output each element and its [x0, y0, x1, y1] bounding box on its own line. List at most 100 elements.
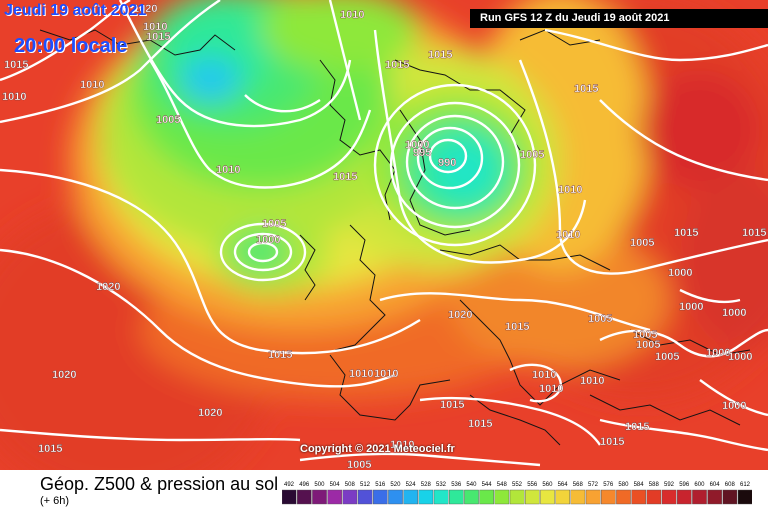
isobar-label: 1015 — [146, 31, 170, 43]
scale-tick-label: 532 — [436, 482, 447, 488]
isobar-label: 1000 — [256, 234, 280, 246]
isobar-label: 1015 — [4, 59, 28, 71]
isobar-label: 1010 — [216, 164, 240, 176]
forecast-local-time: 20:00 locale — [14, 35, 128, 57]
isobar-label: 1020 — [448, 309, 472, 321]
isobar-label: 1010 — [349, 368, 373, 380]
scale-tick-label: 552 — [512, 482, 523, 488]
scale-tick-label: 580 — [618, 482, 629, 488]
scale-tick-label: 556 — [527, 482, 538, 488]
isobar-label: 1005 — [262, 218, 286, 230]
isobar-label: 1015 — [268, 349, 292, 361]
isobar-label: 1015 — [674, 227, 698, 239]
forecast-step: (+ 6h) — [40, 495, 70, 507]
isobar-label: 995 — [413, 147, 431, 159]
coastlines — [39, 29, 751, 446]
weather-map: 1010 1020 1015 1015 1015 1010 1010 1010 … — [0, 0, 768, 470]
scale-tick-label: 504 — [330, 482, 341, 488]
scale-tick-label: 572 — [588, 482, 599, 488]
copyright-notice: Copyright © 2021 Meteociel.fr — [300, 443, 455, 455]
scale-tick-label: 500 — [314, 482, 325, 488]
scale-tick-label: 524 — [406, 482, 417, 488]
scale-tick-label: 496 — [299, 482, 310, 488]
scale-swatch — [601, 489, 616, 505]
isobar-label: 1005 — [655, 351, 679, 363]
scale-tick-label: 492 — [284, 482, 295, 488]
isobar-label: 1005 — [347, 459, 371, 470]
scale-tick-label: 600 — [694, 482, 705, 488]
isobar-label: 1015 — [38, 443, 62, 455]
scale-tick-label: 564 — [558, 482, 569, 488]
color-scale-labels: 492 496 500 504 508 512 516 520 524 528 532 536 540 5… — [284, 482, 751, 488]
scale-swatch — [388, 489, 403, 505]
scale-tick-label: 540 — [466, 482, 477, 488]
map-title: Géop. Z500 & pression au sol — [40, 474, 279, 494]
isobar-label: 1000 — [706, 347, 730, 359]
isobar-label: 1010 — [539, 383, 563, 395]
scale-swatch — [372, 489, 388, 505]
scale-tick-label: 608 — [725, 482, 736, 488]
isobar-label: 990 — [438, 157, 456, 169]
isobar-label: 1010 — [390, 439, 414, 451]
scale-tick-label: 544 — [482, 482, 493, 488]
scale-tick-label: 548 — [497, 482, 508, 488]
isobar-label: 1015 — [742, 227, 766, 239]
isobar-label: 1015 — [600, 436, 624, 448]
scale-swatch — [692, 489, 707, 505]
scale-swatch — [631, 489, 647, 505]
isobar-label: 1010 — [556, 229, 580, 241]
scale-swatch — [524, 489, 540, 505]
isobar-label: 1020 — [52, 369, 76, 381]
isobar-label: 1000 — [722, 400, 746, 412]
scale-swatch — [555, 489, 571, 505]
isobar-label: 1010 — [80, 79, 104, 91]
isobar-label: 1015 — [385, 59, 409, 71]
isobar-label: 1010 — [340, 9, 364, 21]
scale-swatch — [479, 489, 495, 505]
isobar-label: 1015 — [505, 321, 529, 333]
scale-swatch — [616, 489, 631, 505]
scale-tick-label: 512 — [360, 482, 371, 488]
scale-swatch — [418, 489, 434, 505]
isobar-label: 1015 — [428, 49, 452, 61]
scale-tick-label: 604 — [710, 482, 721, 488]
scale-swatch — [282, 489, 297, 505]
scale-swatch — [312, 489, 327, 505]
scale-swatch — [646, 489, 662, 505]
scale-tick-label: 508 — [345, 482, 356, 488]
isobar-label: 1000 — [668, 267, 692, 279]
isobar-label: 1010 — [532, 369, 556, 381]
scale-tick-label: 560 — [542, 482, 553, 488]
scale-swatch — [661, 489, 677, 505]
isobar-label: 1005 — [520, 149, 544, 161]
isobar-label: 1010 — [558, 184, 582, 196]
isobar-label: 1005 — [630, 237, 654, 249]
model-run-banner: Run GFS 12 Z du Jeudi 19 août 2021 — [470, 9, 768, 28]
scale-swatch — [540, 489, 555, 505]
scale-tick-label: 516 — [375, 482, 386, 488]
scale-tick-label: 536 — [451, 482, 462, 488]
scale-swatch — [464, 489, 479, 505]
isobar-label: 1010 — [2, 91, 26, 103]
isobar-label: 1000 — [722, 307, 746, 319]
geopotential-field: 1010 1020 1015 1015 1015 1010 1010 1010 … — [0, 0, 768, 470]
scale-tick-label: 568 — [573, 482, 584, 488]
scale-tick-label: 528 — [421, 482, 432, 488]
scale-swatch — [509, 489, 525, 505]
color-scale-legend: 492 496 500 504 508 512 516 520 524 528 532 536 540 5… — [282, 482, 752, 505]
isobar-label: 1005 — [633, 329, 657, 341]
scale-swatch — [342, 489, 358, 505]
isobar-label: 1005 — [636, 339, 660, 351]
isobar-label: 1015 — [468, 418, 492, 430]
scale-tick-label: 596 — [679, 482, 690, 488]
scale-swatch — [585, 489, 601, 505]
scale-swatch — [448, 489, 464, 505]
scale-swatch — [327, 489, 342, 505]
scale-tick-label: 584 — [634, 482, 645, 488]
isobar-label: 1005 — [156, 114, 180, 126]
isobar-label: 1020 — [198, 407, 222, 419]
isobar-label: 1020 — [133, 3, 157, 15]
isobar-label: 1000 — [405, 139, 429, 151]
isobar-label: 1020 — [96, 281, 120, 293]
isobar-label: 1015 — [574, 83, 598, 95]
